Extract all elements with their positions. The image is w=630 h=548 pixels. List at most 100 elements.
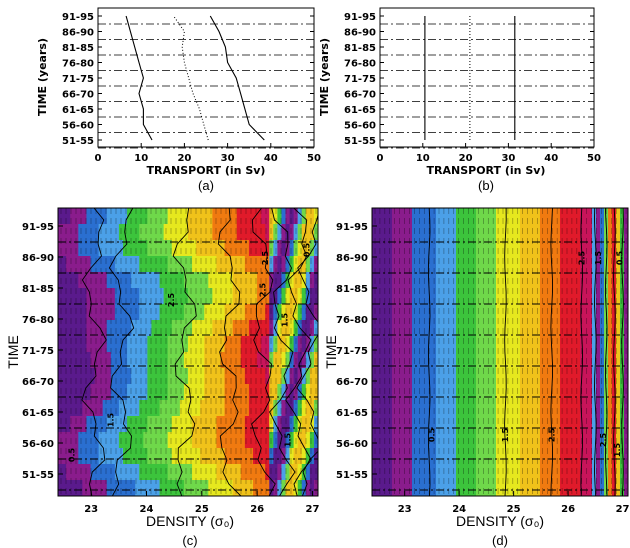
heat-cell bbox=[123, 384, 128, 401]
heat-cell bbox=[285, 384, 291, 401]
heat-cell bbox=[532, 256, 537, 273]
heat-cell bbox=[289, 448, 295, 465]
heat-cell bbox=[544, 464, 549, 481]
heat-cell bbox=[155, 480, 161, 496]
heat-cell bbox=[508, 432, 513, 449]
heat-cell bbox=[224, 352, 230, 369]
heat-cell bbox=[524, 224, 529, 241]
heat-cell bbox=[420, 480, 425, 496]
heat-cell bbox=[528, 416, 533, 433]
heat-cell bbox=[139, 480, 144, 496]
y-tick-label: 71-75 bbox=[62, 74, 94, 85]
heat-cell bbox=[520, 256, 525, 273]
panel-c-tag: (c) bbox=[182, 533, 197, 548]
heat-cell bbox=[253, 288, 258, 305]
heat-cell bbox=[460, 352, 465, 369]
heat-cell bbox=[496, 416, 501, 433]
heat-cell bbox=[532, 272, 537, 289]
heat-cell bbox=[480, 240, 485, 257]
heat-cell bbox=[608, 256, 613, 273]
contour-label: 0.5 bbox=[68, 447, 77, 462]
y-tick-label: 91-95 bbox=[62, 12, 94, 23]
heat-cell bbox=[404, 304, 409, 321]
heat-cell bbox=[78, 432, 83, 449]
y-tick-label: 71-75 bbox=[22, 346, 54, 357]
heat-cell bbox=[171, 368, 177, 385]
heat-cell bbox=[388, 416, 393, 433]
heat-cell bbox=[118, 368, 124, 385]
heat-cell bbox=[460, 288, 465, 305]
heat-cell bbox=[588, 272, 593, 289]
heat-cell bbox=[123, 208, 128, 225]
heat-cell bbox=[147, 448, 153, 465]
heat-cell bbox=[301, 448, 307, 465]
heat-cell bbox=[484, 256, 489, 273]
heat-cell bbox=[90, 448, 96, 465]
heat-cell bbox=[289, 432, 295, 449]
heat-cell bbox=[456, 480, 461, 496]
contour-label: 2.5 bbox=[577, 250, 586, 265]
heat-cell bbox=[544, 368, 549, 385]
heat-cell bbox=[151, 416, 157, 433]
heat-cell bbox=[248, 480, 254, 496]
heat-cell bbox=[608, 368, 613, 385]
panel-d: 0.5 1.5 2.52.5 1.52.51.50.5 51-5556-6061-65… bbox=[323, 207, 630, 548]
heat-cell bbox=[90, 272, 96, 289]
heat-cell bbox=[269, 224, 274, 241]
heat-cell bbox=[86, 352, 92, 369]
heat-cell bbox=[269, 272, 274, 289]
heat-cell bbox=[208, 352, 213, 369]
heat-cell bbox=[372, 416, 377, 433]
heat-cell bbox=[484, 384, 489, 401]
heat-cell bbox=[265, 432, 270, 449]
heat-cell bbox=[508, 320, 513, 337]
heat-cell bbox=[131, 256, 136, 273]
heat-cell bbox=[155, 320, 161, 337]
heat-cell bbox=[568, 464, 573, 481]
heat-cell bbox=[309, 432, 315, 449]
heat-cell bbox=[396, 464, 401, 481]
heat-cell bbox=[496, 256, 501, 273]
heat-cell bbox=[244, 480, 250, 496]
heat-cell bbox=[524, 304, 529, 321]
heat-cell bbox=[616, 400, 621, 417]
heat-cell bbox=[82, 448, 88, 465]
heat-cell bbox=[127, 320, 132, 337]
heat-cell bbox=[261, 368, 266, 385]
heat-cell bbox=[232, 336, 238, 353]
heat-cell bbox=[114, 400, 120, 417]
heat-cell bbox=[175, 224, 181, 241]
heat-cell bbox=[568, 336, 573, 353]
heat-cell bbox=[131, 384, 136, 401]
heat-cell bbox=[588, 352, 593, 369]
heat-cell bbox=[464, 400, 469, 417]
heat-cell bbox=[200, 272, 205, 289]
heat-cell bbox=[588, 304, 593, 321]
heat-cell bbox=[532, 304, 537, 321]
heat-cell bbox=[436, 304, 441, 321]
heat-cell bbox=[576, 368, 581, 385]
heat-cell bbox=[588, 448, 593, 465]
heat-cell bbox=[464, 272, 469, 289]
heat-cell bbox=[277, 208, 283, 225]
heat-cell bbox=[253, 240, 258, 257]
heat-cell bbox=[135, 288, 140, 305]
heat-cell bbox=[86, 336, 92, 353]
heat-cell bbox=[175, 240, 181, 257]
heat-cell bbox=[171, 352, 177, 369]
heat-cell bbox=[74, 448, 79, 465]
heat-cell bbox=[261, 320, 266, 337]
heat-cell bbox=[236, 240, 242, 257]
heat-cell bbox=[188, 384, 193, 401]
heat-cell bbox=[548, 336, 553, 353]
heat-cell bbox=[464, 384, 469, 401]
panel-d-stripes bbox=[374, 208, 627, 496]
heat-cell bbox=[261, 464, 266, 481]
heat-cell bbox=[62, 304, 67, 321]
heat-cell bbox=[460, 464, 465, 481]
heat-cell bbox=[236, 224, 242, 241]
heat-cell bbox=[70, 208, 75, 225]
heat-cell bbox=[508, 272, 513, 289]
heat-cell bbox=[588, 224, 593, 241]
heat-cell bbox=[440, 368, 445, 385]
